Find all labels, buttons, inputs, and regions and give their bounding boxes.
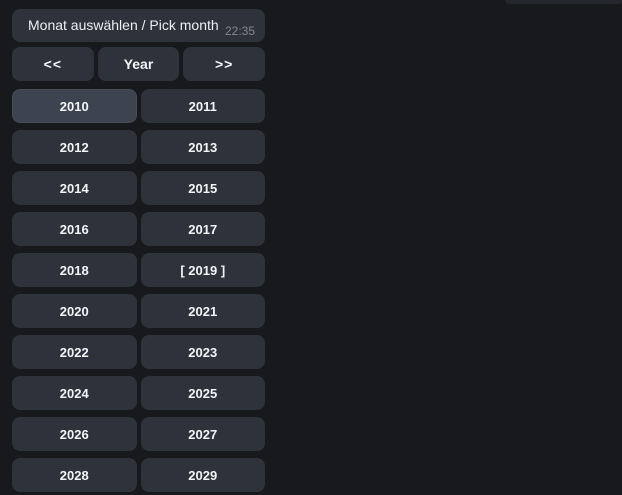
message-text: Monat auswählen / Pick month [28, 17, 219, 33]
next-years-button[interactable]: >> [183, 47, 266, 81]
year-button-2014[interactable]: 2014 [12, 171, 137, 205]
year-button-2020[interactable]: 2020 [12, 294, 137, 328]
year-button-2024[interactable]: 2024 [12, 376, 137, 410]
prev-years-button[interactable]: << [12, 47, 94, 81]
year-button-2026[interactable]: 2026 [12, 417, 137, 451]
year-button-2022[interactable]: 2022 [12, 335, 137, 369]
outgoing-message-bubble-fragment [505, 0, 622, 4]
year-button-2023[interactable]: 2023 [140, 335, 265, 369]
year-button-2017[interactable]: 2017 [140, 212, 265, 246]
year-button-2011[interactable]: 2011 [140, 89, 265, 123]
bot-message-bubble: Monat auswählen / Pick month 22:35 [12, 9, 265, 42]
year-button-2018[interactable]: 2018 [12, 253, 137, 287]
inline-keyboard: << Year >> 2010 2011 2012 2013 2014 2015 2016 2… [12, 47, 266, 492]
year-button-2016[interactable]: 2016 [12, 212, 137, 246]
keyboard-nav-row: << Year >> [12, 47, 266, 81]
message-timestamp: 22:35 [224, 24, 255, 38]
year-button-2012[interactable]: 2012 [12, 130, 137, 164]
year-button-2021[interactable]: 2021 [140, 294, 265, 328]
year-button-2028[interactable]: 2028 [12, 458, 137, 492]
year-button-2019[interactable]: [ 2019 ] [140, 253, 265, 287]
year-button-2015[interactable]: 2015 [140, 171, 265, 205]
year-button-2025[interactable]: 2025 [140, 376, 265, 410]
year-grid: 2010 2011 2012 2013 2014 2015 2016 2017 2018[ 20… [12, 89, 265, 492]
year-button-2027[interactable]: 2027 [140, 417, 265, 451]
year-button-2010[interactable]: 2010 [12, 89, 137, 123]
year-button-2013[interactable]: 2013 [140, 130, 265, 164]
year-button-2029[interactable]: 2029 [140, 458, 265, 492]
year-mode-button[interactable]: Year [97, 47, 180, 81]
